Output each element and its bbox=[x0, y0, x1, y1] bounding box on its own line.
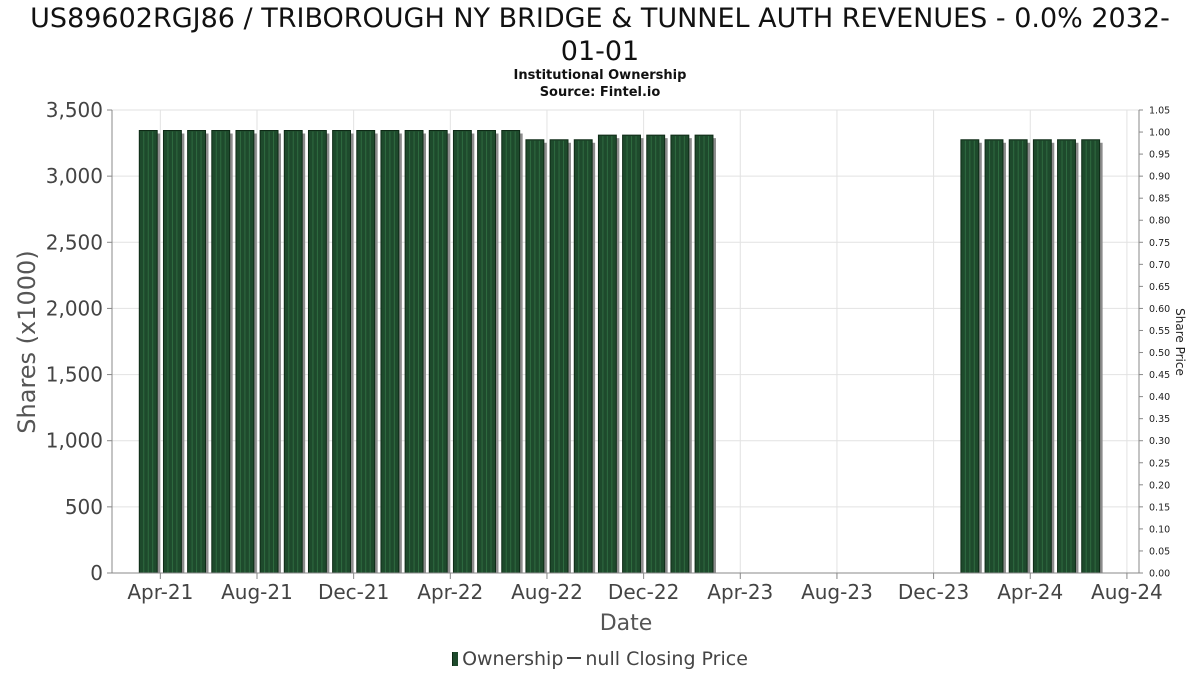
x-tick-label: Apr-24 bbox=[997, 580, 1063, 604]
y-right-tick-label: 0.55 bbox=[1149, 326, 1170, 337]
y-right-tick-label: 0.20 bbox=[1149, 480, 1170, 491]
y-right-tick-label: 0.00 bbox=[1149, 569, 1170, 580]
x-tick-label: Dec-21 bbox=[318, 580, 389, 604]
x-tick-label: Aug-22 bbox=[511, 580, 583, 604]
bars-group bbox=[138, 130, 1103, 574]
y-right-tick-label: 0.45 bbox=[1149, 370, 1170, 381]
y-tick-label: 1,000 bbox=[46, 429, 103, 453]
y-tick-label: 3,000 bbox=[46, 164, 103, 188]
y-right-tick-label: 0.85 bbox=[1149, 194, 1170, 205]
x-tick-label: Apr-21 bbox=[127, 580, 193, 604]
legend-ownership: Ownership bbox=[462, 648, 564, 670]
legend-price: null Closing Price bbox=[585, 648, 748, 670]
x-tick-label: Aug-24 bbox=[1091, 580, 1163, 604]
x-tick-label: Aug-21 bbox=[221, 580, 293, 604]
y-right-tick-label: 0.25 bbox=[1149, 458, 1170, 469]
chart-title-line-1: US89602RGJ86 / TRIBOROUGH NY BRIDGE & TU… bbox=[30, 3, 1170, 34]
chart-subtitle: Institutional Ownership bbox=[513, 68, 687, 83]
ownership-swatch-icon bbox=[452, 652, 459, 666]
x-tick-label: Apr-23 bbox=[707, 580, 773, 604]
chart-title-line-2: 01-01 bbox=[560, 36, 640, 67]
y-right-tick-label: 0.30 bbox=[1149, 436, 1170, 447]
x-tick-label: Dec-22 bbox=[608, 580, 679, 604]
y-right-tick-label: 0.70 bbox=[1149, 260, 1170, 271]
y-right-tick-label: 0.05 bbox=[1149, 546, 1170, 557]
axes-group: 0 500 1,000 1,500 2,000 2,500 3,000 3,500 0.00 0.… bbox=[46, 98, 1170, 604]
y-right-tick-label: 0.50 bbox=[1149, 348, 1170, 359]
x-axis-label: Date bbox=[600, 611, 653, 636]
y-right-tick-label: 0.95 bbox=[1149, 150, 1170, 161]
y-tick-label: 0 bbox=[90, 561, 103, 585]
y-tick-label: 2,000 bbox=[46, 296, 103, 320]
y-right-tick-label: 1.05 bbox=[1149, 106, 1170, 117]
y-tick-label: 500 bbox=[65, 495, 103, 519]
y-tick-label: 2,500 bbox=[46, 230, 103, 254]
y-right-tick-label: 0.60 bbox=[1149, 304, 1170, 315]
y-right-tick-label: 0.75 bbox=[1149, 238, 1170, 249]
y-right-tick-label: 0.65 bbox=[1149, 282, 1170, 293]
y-right-tick-label: 1.00 bbox=[1149, 128, 1170, 139]
x-tick-label: Apr-22 bbox=[417, 580, 483, 604]
x-tick-label: Dec-23 bbox=[898, 580, 969, 604]
y-axis-label: Shares (x1000) bbox=[13, 250, 41, 433]
y-right-tick-label: 0.80 bbox=[1149, 216, 1170, 227]
y-right-tick-label: 0.35 bbox=[1149, 414, 1170, 425]
y-right-tick-label: 0.10 bbox=[1149, 524, 1170, 535]
legend: Ownership null Closing Price bbox=[0, 648, 1200, 670]
y-tick-label: 3,500 bbox=[46, 98, 103, 122]
y-axis-right-label: Share Price bbox=[1173, 308, 1187, 376]
price-line-icon bbox=[567, 657, 582, 659]
chart-source: Source: Fintel.io bbox=[539, 85, 661, 100]
y-right-tick-label: 0.40 bbox=[1149, 392, 1170, 403]
y-right-tick-label: 0.15 bbox=[1149, 502, 1170, 513]
ownership-chart: 0 500 1,000 1,500 2,000 2,500 3,000 3,500 0.00 0.… bbox=[13, 98, 1187, 636]
x-tick-label: Aug-23 bbox=[801, 580, 873, 604]
y-tick-label: 1,500 bbox=[46, 363, 103, 387]
y-right-tick-label: 0.90 bbox=[1149, 172, 1170, 183]
